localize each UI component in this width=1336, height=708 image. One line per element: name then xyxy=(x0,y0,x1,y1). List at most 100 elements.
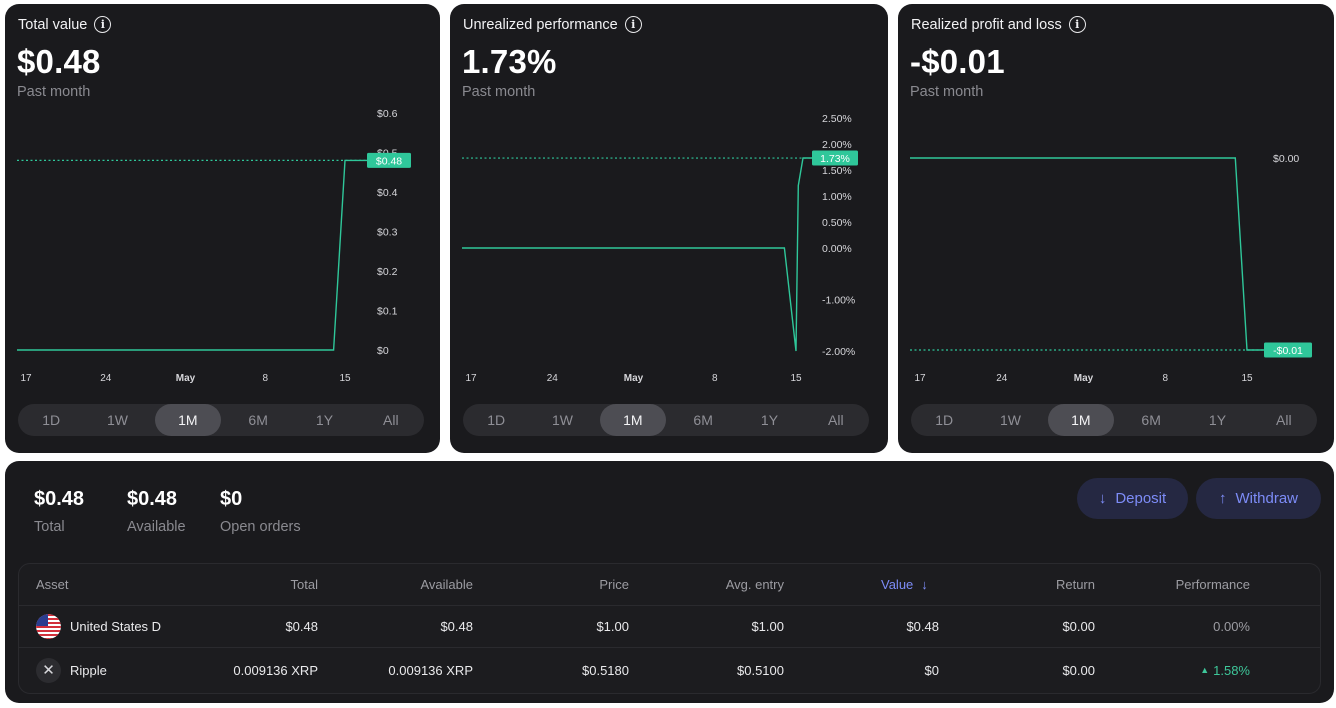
performance-value: 1.58% xyxy=(1213,662,1250,678)
asset-name: Ripple xyxy=(70,662,107,678)
value-cell: $0.48 xyxy=(906,619,939,634)
performance-cell: 0.00% xyxy=(1213,619,1250,634)
y-tick-label: -2.00% xyxy=(822,346,855,358)
x-tick-label: 8 xyxy=(712,373,718,384)
current-value-badge xyxy=(1264,342,1312,358)
y-tick-label: $0.00 xyxy=(1273,153,1299,165)
range-6m-button[interactable]: 6M xyxy=(1141,412,1161,428)
period-label: Past month xyxy=(462,84,536,100)
info-icon[interactable]: i xyxy=(94,16,112,33)
range-6m-button[interactable]: 6M xyxy=(248,412,268,428)
range-1m-button[interactable]: 1M xyxy=(154,404,221,436)
series-line xyxy=(910,157,1312,351)
header-performance[interactable]: Performance xyxy=(1175,577,1250,592)
summary-open-orders-value: $0 xyxy=(220,488,243,510)
range-selector: 1D 1W 1M 6M 1Y All xyxy=(463,404,869,436)
header-price[interactable]: Price xyxy=(599,577,629,592)
range-1w-button[interactable]: 1W xyxy=(551,412,573,428)
x-tick-label: 8 xyxy=(1162,373,1168,384)
range-1d-button[interactable]: 1D xyxy=(935,412,954,428)
total-cell: $0.48 xyxy=(285,619,318,634)
x-tick-label: 24 xyxy=(996,373,1008,384)
range-6m-button[interactable]: 6M xyxy=(693,412,713,428)
y-tick-label: -1.00% xyxy=(822,295,855,307)
range-1y-button[interactable]: 1Y xyxy=(1208,412,1227,428)
card-title: Total value i xyxy=(18,16,112,33)
arrow-up-icon: ↑ xyxy=(1218,490,1227,507)
balances-panel: $0.48 Total $0.48 Available $0 Open orde… xyxy=(5,461,1334,703)
y-tick-label: $0 xyxy=(377,345,389,357)
range-1m-button[interactable]: 1M xyxy=(599,404,666,436)
info-icon[interactable]: i xyxy=(1068,16,1086,33)
withdraw-button[interactable]: ↑ Withdraw xyxy=(1196,478,1321,519)
summary-available-label: Available xyxy=(127,519,186,535)
deposit-button[interactable]: ↓ Deposit xyxy=(1077,478,1188,519)
x-tick-label: 15 xyxy=(1241,373,1253,384)
total-value-chart: $0.6$0.5$0.4$0.3$0.2$0.1$0$0.481724May81… xyxy=(17,108,411,384)
info-icon[interactable]: i xyxy=(624,16,642,33)
price-cell: $0.5180 xyxy=(582,662,629,678)
current-value-badge xyxy=(367,152,411,168)
summary-total-label: Total xyxy=(34,519,65,535)
range-1d-button[interactable]: 1D xyxy=(42,412,61,428)
summary-total: $0.48 Total xyxy=(34,488,84,535)
range-1w-button[interactable]: 1W xyxy=(999,412,1021,428)
period-label: Past month xyxy=(910,84,984,100)
header-return[interactable]: Return xyxy=(1055,577,1095,592)
range-all-button[interactable]: All xyxy=(1276,412,1292,428)
y-tick-label: $0.6 xyxy=(377,108,398,120)
available-cell: $0.48 xyxy=(440,619,473,634)
total-value-card: Total value i $0.48 Past month $0.6$0.5$… xyxy=(5,4,440,453)
card-title: Realized profit and loss i xyxy=(911,16,1086,33)
current-value-label: -$0.01 xyxy=(1273,345,1303,357)
header-value[interactable]: Value ↓ xyxy=(881,564,928,605)
unrealized-performance-card: Unrealized performance i 1.73% Past mont… xyxy=(450,4,888,453)
header-value-label: Value xyxy=(881,577,914,592)
unrealized-performance-chart: 2.50% 2.00% 1.50% 1.00% 0.50% 0.00% -1.00% -2.0… xyxy=(462,113,858,384)
range-1w-button[interactable]: 1W xyxy=(106,412,128,428)
sort-desc-icon: ↓ xyxy=(921,577,928,592)
ripple-icon: ✕ xyxy=(36,657,61,683)
total-cell: 0.009136 XRP xyxy=(233,662,318,678)
range-all-button[interactable]: All xyxy=(828,412,844,428)
range-1d-button[interactable]: 1D xyxy=(487,412,506,428)
balances-table: Asset Total Available Price Avg. entry V… xyxy=(18,563,1321,694)
range-1m-button[interactable]: 1M xyxy=(1047,404,1114,436)
summary-total-value: $0.48 xyxy=(34,488,85,510)
arrow-down-icon: ↓ xyxy=(1098,490,1107,507)
y-tick-label: $0.2 xyxy=(377,266,398,278)
us-flag-icon xyxy=(36,614,61,639)
card-title: Unrealized performance i xyxy=(463,16,642,33)
table-row[interactable]: ✕ Ripple 0.009136 XRP 0.009136 XRP $0.51… xyxy=(19,649,1320,691)
header-available[interactable]: Available xyxy=(420,577,473,592)
series-line xyxy=(462,157,812,352)
y-tick-label: 2.50% xyxy=(822,113,852,125)
summary-available: $0.48 Available xyxy=(127,488,186,535)
current-value-label: 1.73% xyxy=(820,153,850,165)
x-tick-label: 17 xyxy=(20,373,32,384)
header-asset[interactable]: Asset xyxy=(36,577,69,592)
x-tick-label: 17 xyxy=(465,373,477,384)
header-total[interactable]: Total xyxy=(290,577,318,592)
x-tick-label: May xyxy=(1074,373,1094,384)
y-tick-label: $0.3 xyxy=(377,227,398,239)
range-all-button[interactable]: All xyxy=(383,412,399,428)
table-row[interactable]: United States D $0.48 $0.48 $1.00 $1.00 … xyxy=(19,606,1320,648)
withdraw-label: Withdraw xyxy=(1235,490,1298,507)
range-selector: 1D 1W 1M 6M 1Y All xyxy=(911,404,1317,436)
realized-pnl-value: -$0.01 xyxy=(910,43,1005,80)
period-label: Past month xyxy=(17,84,91,100)
total-value-title: Total value xyxy=(18,16,88,33)
asset-cell: ✕ Ripple xyxy=(36,649,107,691)
y-tick-label: 0.00% xyxy=(822,243,852,255)
range-1y-button[interactable]: 1Y xyxy=(315,412,334,428)
summary-open-orders-label: Open orders xyxy=(220,519,301,535)
realized-pnl-card: Realized profit and loss i -$0.01 Past m… xyxy=(898,4,1334,453)
range-1y-button[interactable]: 1Y xyxy=(760,412,779,428)
header-avg-entry[interactable]: Avg. entry xyxy=(725,577,784,592)
total-value-amount: $0.48 xyxy=(17,43,101,80)
unrealized-performance-value: 1.73% xyxy=(462,43,557,80)
unrealized-performance-title: Unrealized performance xyxy=(463,16,618,33)
current-value-label: $0.48 xyxy=(376,155,402,167)
available-cell: 0.009136 XRP xyxy=(388,662,473,678)
